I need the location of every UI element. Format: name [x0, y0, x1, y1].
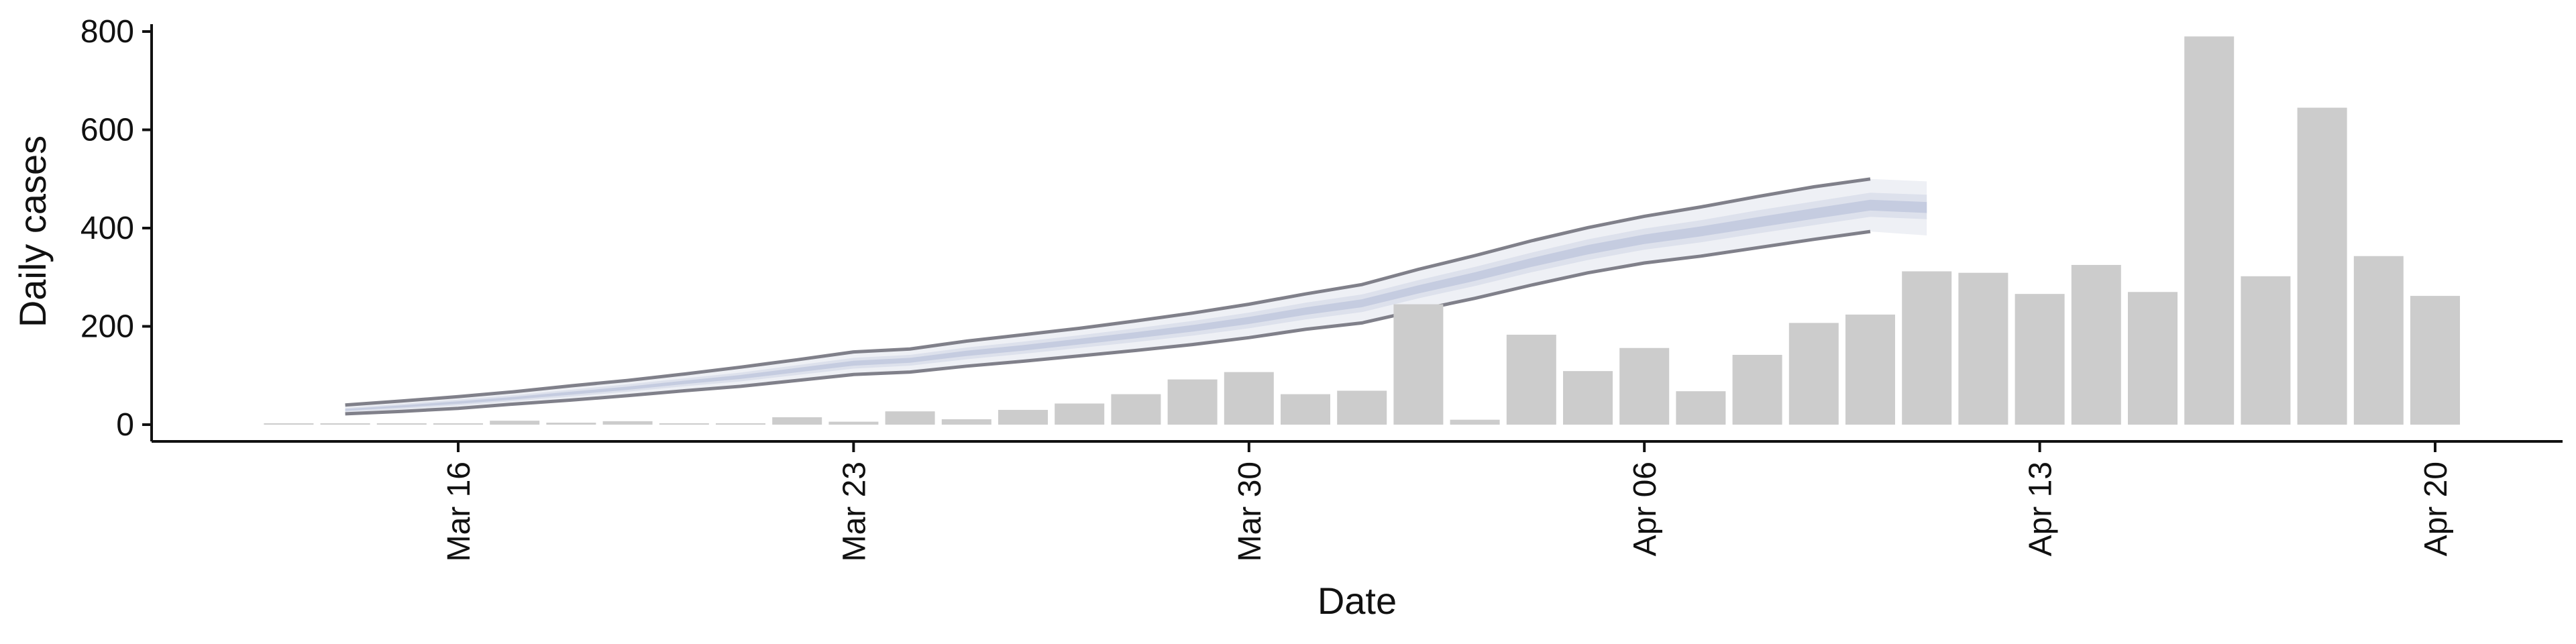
y-tick-label: 200: [80, 309, 134, 345]
daily-case-bar: [1845, 314, 1895, 425]
daily-case-bar: [546, 423, 596, 425]
daily-case-bar: [1676, 391, 1726, 425]
daily-case-bar: [2410, 296, 2460, 425]
bar-layer: [264, 36, 2460, 425]
inner-interval-band: [345, 199, 1927, 411]
daily-case-bar: [2241, 276, 2291, 425]
tick-layer: 0 200 400 600 800 Mar 16 Mar 23 Mar 30 Apr 06 Apr…: [80, 14, 2454, 561]
daily-case-bar: [1393, 304, 1444, 425]
daily-case-bar: [1958, 272, 2008, 425]
daily-case-bar: [1902, 271, 1952, 425]
daily-case-bar: [772, 417, 822, 425]
daily-case-bar: [1450, 419, 1500, 425]
daily-case-bar: [2128, 292, 2178, 425]
x-axis-title: Date: [1318, 580, 1397, 622]
daily-case-bar: [828, 421, 879, 425]
daily-case-bar: [433, 423, 483, 425]
x-tick-label: Apr 20: [2418, 462, 2454, 556]
daily-case-bar: [1111, 394, 1161, 425]
daily-case-bar: [2015, 294, 2065, 425]
daily-case-bar: [941, 419, 991, 425]
x-tick-label: Mar 30: [1232, 462, 1268, 561]
x-tick-label: Mar 23: [837, 462, 872, 561]
daily-case-bar: [1788, 323, 1839, 425]
daily-case-bar: [716, 423, 765, 425]
upper-bound-line: [345, 177, 1871, 407]
outer-interval-band: [345, 178, 1927, 414]
x-tick-label: Apr 13: [2023, 462, 2059, 556]
daily-case-bar: [659, 423, 709, 425]
daily-case-bar: [1167, 379, 1218, 425]
daily-case-bar: [602, 421, 653, 425]
daily-case-bar: [320, 423, 370, 425]
daily-case-bar: [490, 421, 540, 425]
y-tick-label: 800: [80, 14, 134, 50]
daily-case-bar: [885, 411, 935, 425]
y-axis-title: Daily cases: [11, 136, 54, 327]
daily-case-bar: [264, 423, 314, 425]
x-tick-label: Mar 16: [441, 462, 477, 561]
daily-case-bar: [1732, 354, 1782, 425]
middle-interval-band: [345, 193, 1927, 412]
daily-case-bar: [1224, 372, 1274, 425]
y-tick-label: 600: [80, 113, 134, 148]
daily-case-bar: [1563, 371, 1613, 425]
daily-case-bar: [1619, 347, 1670, 425]
daily-case-bar: [1281, 394, 1330, 425]
lower-bound-line: [345, 229, 1871, 416]
daily-case-bar: [1337, 390, 1387, 425]
y-tick-label: 0: [116, 407, 134, 443]
daily-case-bar: [2353, 256, 2404, 425]
model-band-layer: [345, 177, 1927, 416]
daily-case-bar: [1055, 403, 1105, 425]
daily-case-bar: [2071, 264, 2121, 425]
y-tick-label: 400: [80, 211, 134, 246]
x-tick-label: Apr 06: [1627, 462, 1663, 556]
daily-case-bar: [2297, 107, 2347, 425]
daily-case-bar: [376, 423, 427, 425]
daily-case-bar: [998, 410, 1048, 425]
daily-case-bar: [1506, 334, 1556, 425]
daily-case-bar: [2184, 36, 2235, 425]
axes: [150, 24, 2563, 443]
